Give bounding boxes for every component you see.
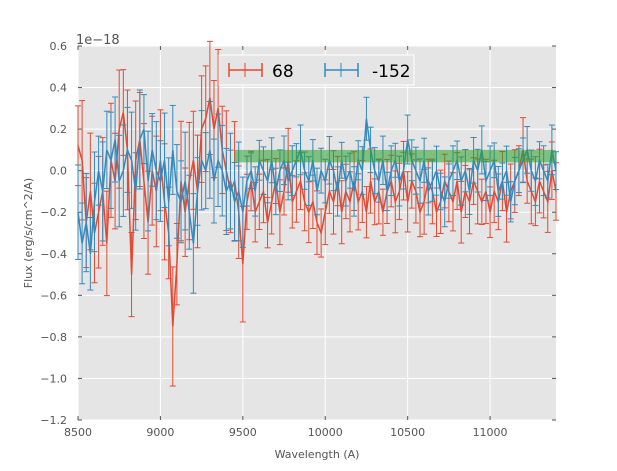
x-tick-label: 8500: [64, 426, 92, 439]
y-tick-label: 0.0: [50, 165, 68, 178]
y-tick-label: −1.0: [40, 372, 67, 385]
y-tick-label: −1.2: [40, 414, 67, 427]
series-minus152: [75, 89, 559, 294]
y-tick-label: −0.6: [40, 289, 67, 302]
x-tick-label: 11000: [473, 426, 508, 439]
legend-entry-68: [228, 63, 263, 77]
x-tick-label: 9500: [229, 426, 257, 439]
series-line: [77, 97, 557, 327]
series-line: [77, 118, 557, 254]
x-tick-label: 10000: [308, 426, 343, 439]
legend[interactable]: 68 -152: [218, 54, 415, 86]
y-tick-label: −0.8: [40, 331, 67, 344]
y-tick-label: −0.4: [40, 248, 67, 261]
y-tick-label: 0.4: [50, 82, 68, 95]
series-group: [75, 40, 559, 387]
y-axis-label: Flux (erg/s/cm^2/A): [22, 178, 35, 288]
y-tick-label: 0.2: [50, 123, 68, 136]
x-tick-label: 9000: [146, 426, 174, 439]
y-tick-label: −0.2: [40, 206, 67, 219]
offset-text: 1e−18: [76, 33, 120, 48]
highlight-band: [234, 149, 556, 163]
x-axis-label: Wavelength (A): [275, 448, 360, 461]
y-tick-label: 0.6: [50, 40, 68, 53]
legend-entry-minus152: [324, 63, 359, 77]
legend-label-minus152: -152: [372, 62, 411, 82]
band-group: [234, 149, 556, 163]
legend-label-68: 68: [272, 62, 294, 82]
x-tick-label: 10500: [390, 426, 425, 439]
axis-ticks: 8500 9000 9500 10000 10500 11000 0.6 0.4 0.2 0.0 −…: [40, 40, 556, 439]
